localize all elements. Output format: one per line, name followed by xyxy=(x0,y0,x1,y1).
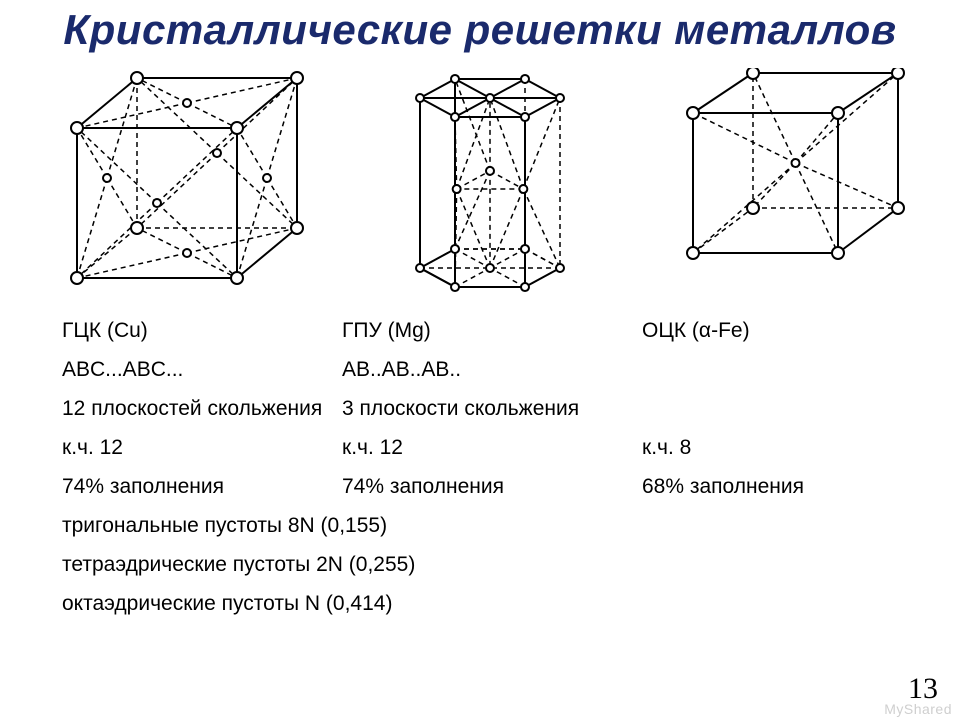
table-row: тригональные пустоты 8N (0,155) xyxy=(62,515,902,536)
cell-fcc-slip: 12 плоскостей скольжения xyxy=(62,398,342,419)
table-row: к.ч. 12 к.ч. 12 к.ч. 8 xyxy=(62,437,902,458)
cell-hcp-name: ГПУ (Mg) xyxy=(342,320,642,341)
cell-fcc-name: ГЦК (Cu) xyxy=(62,320,342,341)
table-row: 12 плоскостей скольжения 3 плоскости ско… xyxy=(62,398,902,419)
table-row: октаэдрические пустоты N (0,414) xyxy=(62,593,902,614)
bcc-diagram-slot xyxy=(663,68,923,268)
cell-fcc-fill: 74% заполнения xyxy=(62,476,342,497)
cell-bcc-fill: 68% заполнения xyxy=(642,476,902,497)
voids-trigonal: тригональные пустоты 8N (0,155) xyxy=(62,515,902,536)
cell-bcc-stacking xyxy=(642,359,902,380)
cell-bcc-slip xyxy=(642,398,902,419)
table-row: ABC...ABC... AB..AB..AB.. xyxy=(62,359,902,380)
table-row: ГЦК (Cu) ГПУ (Mg) ОЦК (α-Fe) xyxy=(62,320,902,341)
cell-hcp-stacking: AB..AB..AB.. xyxy=(342,359,642,380)
cell-hcp-slip: 3 плоскости скольжения xyxy=(342,398,642,419)
diagram-row xyxy=(0,68,960,308)
voids-tetra: тетраэдрические пустоты 2N (0,255) xyxy=(62,554,902,575)
voids-octa: октаэдрические пустоты N (0,414) xyxy=(62,593,902,614)
bcc-diagram xyxy=(663,68,923,268)
cell-bcc-name: ОЦК (α-Fe) xyxy=(642,320,902,341)
hcp-diagram-slot xyxy=(390,68,590,298)
fcc-diagram-slot xyxy=(37,68,317,298)
slide-title: Кристаллические решетки металлов xyxy=(0,6,960,54)
watermark-text: MyShared xyxy=(884,701,952,717)
cell-fcc-coord: к.ч. 12 xyxy=(62,437,342,458)
cell-fcc-stacking: ABC...ABC... xyxy=(62,359,342,380)
cell-hcp-coord: к.ч. 12 xyxy=(342,437,642,458)
cell-hcp-fill: 74% заполнения xyxy=(342,476,642,497)
fcc-diagram xyxy=(37,68,317,298)
hcp-diagram xyxy=(390,68,590,298)
table-row: 74% заполнения 74% заполнения 68% заполн… xyxy=(62,476,902,497)
table-row: тетраэдрические пустоты 2N (0,255) xyxy=(62,554,902,575)
info-table: ГЦК (Cu) ГПУ (Mg) ОЦК (α-Fe) ABC...ABC..… xyxy=(62,320,902,632)
cell-bcc-coord: к.ч. 8 xyxy=(642,437,902,458)
